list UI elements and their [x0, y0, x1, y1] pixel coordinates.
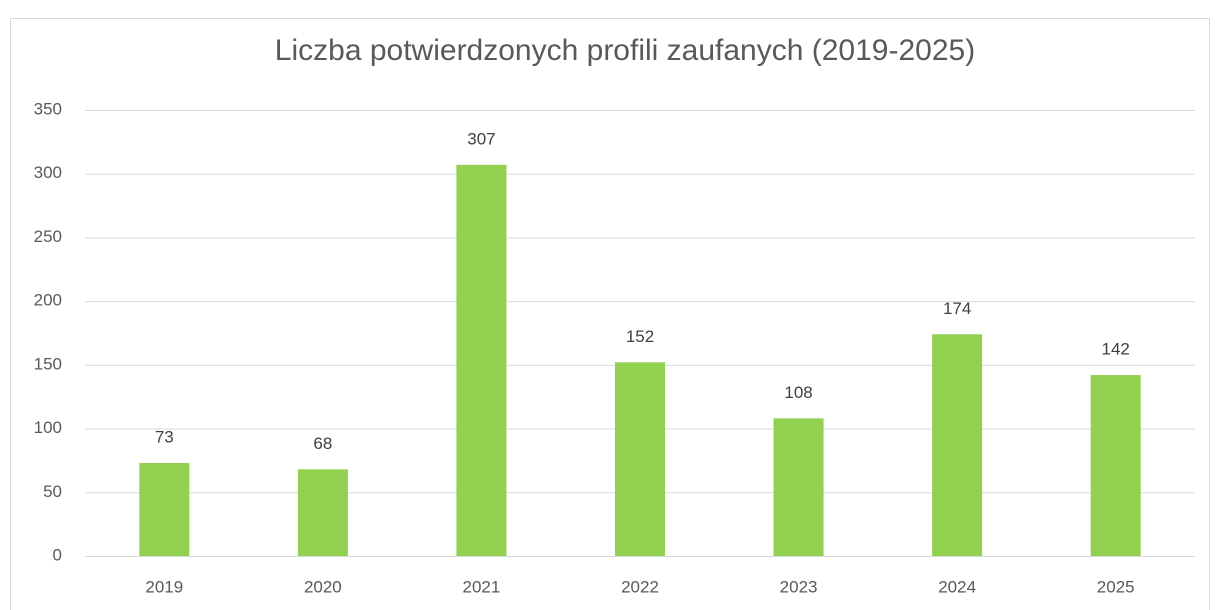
y-tick-label: 250 — [34, 227, 62, 246]
y-tick-label: 150 — [34, 354, 62, 373]
bar — [297, 469, 348, 556]
bar — [932, 334, 983, 556]
x-tick-label: 2019 — [145, 577, 183, 596]
y-tick-label: 50 — [43, 482, 62, 501]
data-label: 68 — [313, 434, 332, 453]
y-tick-label: 200 — [34, 291, 62, 310]
y-tick-label: 100 — [34, 418, 62, 437]
chart-frame — [10, 18, 1210, 610]
x-tick-label: 2021 — [463, 577, 501, 596]
x-tick-label: 2020 — [304, 577, 342, 596]
x-tick-label: 2024 — [938, 577, 976, 596]
bar — [615, 362, 665, 556]
data-label: 174 — [943, 299, 971, 318]
x-tick-label: 2022 — [621, 577, 659, 596]
bar — [456, 164, 507, 556]
chart-title: Liczba potwierdzonych profili zaufanych … — [275, 34, 975, 67]
x-tick-label: 2025 — [1097, 577, 1135, 596]
y-tick-label: 300 — [34, 163, 62, 182]
data-label: 307 — [467, 129, 495, 148]
bar — [139, 462, 190, 556]
x-tick-label: 2023 — [780, 577, 818, 596]
data-label: 108 — [784, 383, 812, 402]
data-label: 73 — [155, 427, 174, 446]
bar — [1090, 375, 1141, 556]
data-label: 142 — [1102, 340, 1130, 359]
data-label: 152 — [626, 327, 654, 346]
y-tick-label: 350 — [34, 99, 62, 118]
bar — [773, 418, 824, 556]
y-tick-label: 0 — [53, 545, 62, 564]
